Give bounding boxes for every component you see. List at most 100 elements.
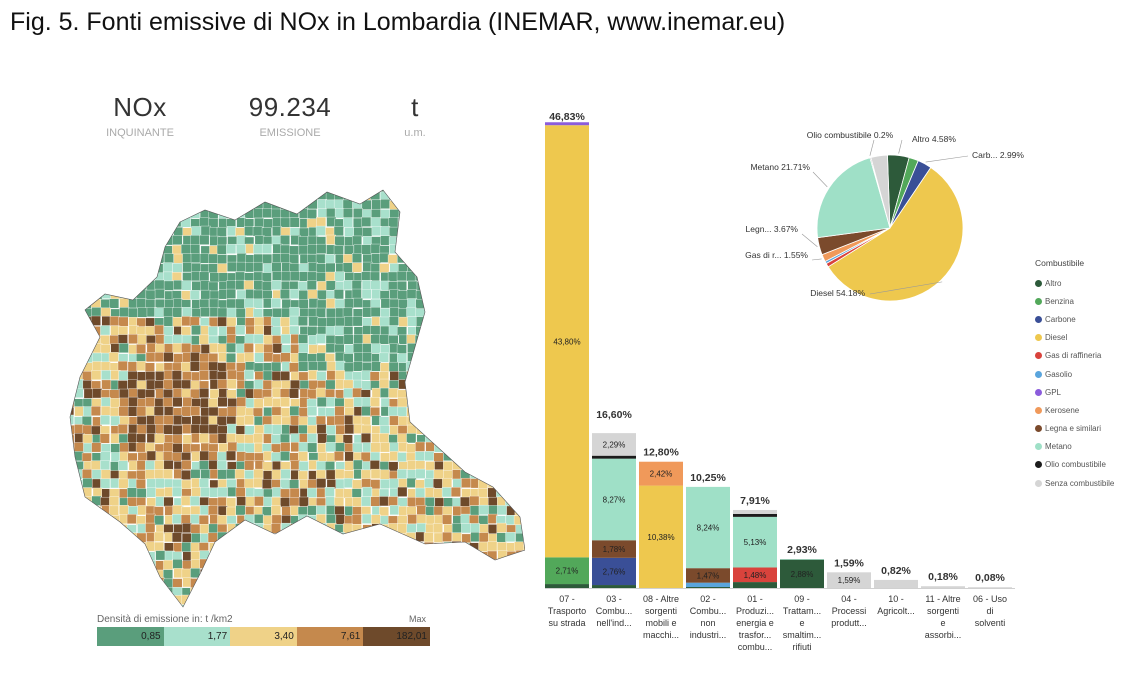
map-cell — [398, 217, 408, 227]
map-cell — [325, 190, 336, 193]
bar-segment-0-altro[interactable] — [545, 584, 589, 588]
fuel-legend-item-diesel[interactable]: Diesel — [1035, 329, 1114, 347]
map-cell — [288, 388, 299, 399]
fuel-legend-item-benzina[interactable]: Benzina — [1035, 292, 1114, 310]
map-cell — [127, 272, 138, 283]
map-cell — [351, 514, 362, 525]
fuel-legend-item-senza-combustibile[interactable]: Senza combustibile — [1035, 474, 1114, 492]
map-cell — [226, 198, 237, 209]
bar-segment-1-altro[interactable] — [592, 585, 636, 588]
map-cell — [478, 281, 489, 291]
bar-segment-label: 2,29% — [603, 440, 626, 449]
map-cell — [389, 560, 399, 571]
bar-segment-8-senza-combustibile[interactable] — [921, 586, 965, 588]
bar-segment-0-gpl[interactable] — [545, 122, 589, 126]
map-cell — [370, 280, 381, 291]
map-cell — [307, 551, 318, 562]
map-cell — [515, 262, 525, 273]
fuel-legend-item-gpl[interactable]: GPL — [1035, 383, 1114, 401]
fuel-legend-item-kerosene[interactable]: Kerosene — [1035, 401, 1114, 419]
map-cell — [479, 262, 490, 272]
map-cell — [442, 531, 453, 542]
map-cell — [270, 452, 281, 463]
bar-segment-5-altro[interactable] — [780, 559, 824, 588]
map-cell — [353, 605, 364, 607]
bar-segment-1-senza-combustibile[interactable] — [592, 433, 636, 456]
map-cell — [280, 244, 290, 255]
category-tick-label: 03 - — [606, 594, 622, 604]
pie-slice-diesel[interactable] — [827, 166, 964, 302]
map-cell — [478, 578, 488, 589]
map-cell — [361, 578, 372, 589]
bar-segment-1-metano[interactable] — [592, 458, 636, 541]
map-cell — [442, 370, 453, 380]
map-cell — [487, 433, 498, 444]
bar-segment-6-senza-combustibile[interactable] — [827, 572, 871, 588]
bar-segment-2-kerosene[interactable] — [639, 461, 683, 486]
bar-segment-4-gas-di-raffineria[interactable] — [733, 567, 777, 583]
map-cell — [433, 218, 444, 229]
map-cell — [289, 245, 300, 256]
pie-slice-metano[interactable] — [816, 157, 891, 239]
bar-segment-1-carbone[interactable] — [592, 557, 636, 586]
map-cell — [146, 190, 156, 201]
bar-segment-3-gasolio[interactable] — [686, 582, 730, 588]
map-cell — [308, 585, 318, 596]
bar-segment-3-metano[interactable] — [686, 486, 730, 569]
map-cell — [361, 199, 372, 210]
legend-swatch — [1035, 334, 1042, 342]
map-cell — [496, 469, 507, 480]
map-cell — [199, 605, 209, 607]
map-cell — [452, 226, 463, 236]
bar-segment-4-altro[interactable] — [733, 582, 777, 588]
bar-segment-1-olio-combustibile[interactable] — [592, 455, 636, 459]
bar-segment-1-legna-e-similari[interactable] — [592, 540, 636, 558]
map-cell — [74, 406, 85, 417]
map-cell — [307, 424, 317, 435]
map-cell — [488, 335, 499, 346]
bar-segment-0-benzina[interactable] — [545, 557, 589, 585]
fuel-legend-item-gas-di-raffineria[interactable]: Gas di raffineria — [1035, 347, 1114, 365]
fuel-legend-item-legna-e-similari[interactable]: Legna e similari — [1035, 420, 1114, 438]
bar-segment-5-metano[interactable] — [780, 559, 824, 560]
map-cell — [479, 316, 490, 327]
fuel-legend-item-metano[interactable]: Metano — [1035, 438, 1114, 456]
map-cell — [487, 487, 498, 498]
bar-segment-7-senza-combustibile[interactable] — [874, 579, 918, 588]
fuel-legend-item-olio-combustibile[interactable]: Olio combustibile — [1035, 456, 1114, 474]
map-cell — [74, 289, 85, 300]
map-cell — [146, 200, 157, 211]
pie-slice-senza-combustibile[interactable] — [870, 154, 891, 229]
map-cell — [119, 190, 130, 201]
map-cell — [72, 281, 83, 292]
bar-segment-3-altro[interactable] — [686, 587, 730, 588]
map-cell — [451, 262, 461, 273]
map-cell — [271, 505, 281, 516]
bar-segment-9-senza-combustibile[interactable] — [968, 587, 1012, 588]
bar-segment-0-diesel[interactable] — [545, 125, 589, 558]
map-cell — [379, 263, 390, 274]
map-cell — [379, 461, 390, 472]
bar-segment-3-legna-e-similari[interactable] — [686, 568, 730, 583]
map-cell — [488, 568, 499, 579]
map-cell — [397, 452, 408, 463]
fuel-legend-item-altro[interactable]: Altro — [1035, 274, 1114, 292]
map-cell — [488, 415, 498, 426]
bar-segment-2-diesel[interactable] — [639, 485, 683, 588]
map-cell — [180, 514, 191, 525]
map-cell — [199, 306, 210, 317]
map-cell — [110, 577, 120, 588]
map-cell — [198, 460, 209, 471]
map-cell — [316, 541, 327, 552]
bar-segment-4-olio-combustibile[interactable] — [733, 513, 777, 517]
fuel-legend-item-gasolio[interactable]: Gasolio — [1035, 365, 1114, 383]
fuel-legend-item-carbone[interactable]: Carbone — [1035, 310, 1114, 328]
map-cell — [191, 190, 202, 192]
map-cell — [433, 227, 443, 237]
map-cell — [353, 227, 364, 238]
bar-segment-4-senza-combustibile[interactable] — [733, 509, 777, 514]
map-cell — [514, 379, 525, 390]
bar-segment-4-metano[interactable] — [733, 516, 777, 568]
bar-segment-label: 1,59% — [838, 576, 861, 585]
map-cell — [333, 245, 344, 256]
